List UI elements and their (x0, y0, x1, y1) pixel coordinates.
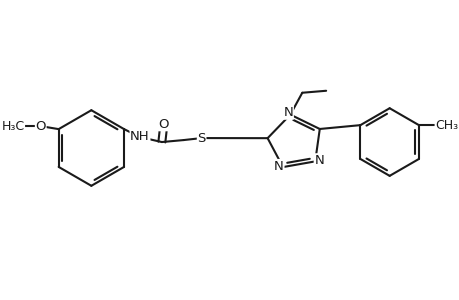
Text: O: O (35, 120, 46, 133)
Text: S: S (197, 132, 205, 145)
Text: O: O (158, 118, 169, 130)
Text: NH: NH (130, 130, 150, 142)
Text: N: N (274, 160, 283, 172)
Text: H₃C: H₃C (1, 120, 24, 133)
Text: N: N (313, 154, 324, 167)
Text: N: N (283, 106, 292, 119)
Text: CH₃: CH₃ (434, 118, 457, 132)
